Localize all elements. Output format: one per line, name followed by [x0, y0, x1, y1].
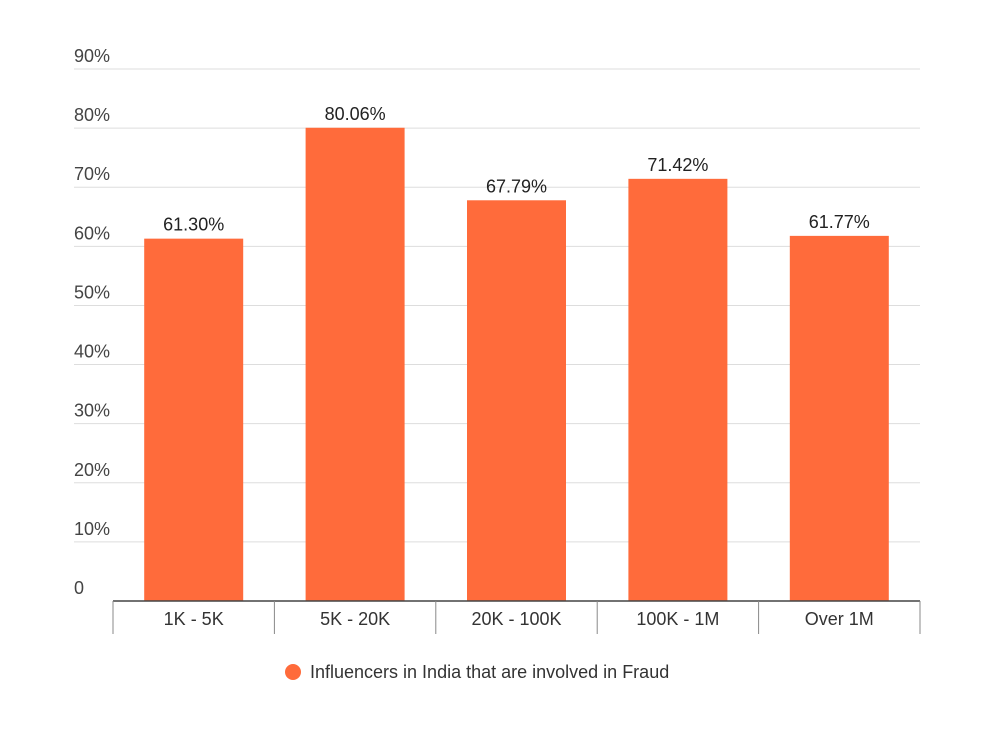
data-label: 80.06% [325, 104, 386, 124]
y-tick-label: 40% [74, 342, 110, 362]
data-label: 71.42% [647, 155, 708, 175]
x-tick-label: 20K - 100K [471, 609, 561, 629]
y-tick-label: 0 [74, 578, 84, 598]
x-tick-label: 1K - 5K [164, 609, 224, 629]
data-label: 67.79% [486, 176, 547, 196]
bar [789, 235, 889, 601]
legend: Influencers in India that are involved i… [285, 662, 669, 682]
y-tick-label: 10% [74, 519, 110, 539]
bar [467, 200, 566, 602]
x-tick-label: 5K - 20K [320, 609, 390, 629]
data-label: 61.30% [163, 215, 224, 235]
legend-label: Influencers in India that are involved i… [310, 662, 669, 682]
legend-swatch [285, 664, 301, 680]
bar [144, 238, 244, 601]
bars [144, 127, 889, 602]
bar [305, 127, 405, 602]
x-tick-label: Over 1M [805, 609, 874, 629]
x-tick-label: 100K - 1M [636, 609, 719, 629]
y-tick-label: 20% [74, 460, 110, 480]
x-axis: 1K - 5K 5K - 20K 20K - 100K 100K - 1M Over 1… [112, 600, 921, 634]
y-tick-label: 90% [74, 46, 110, 66]
y-axis-ticks: 0 10% 20% 30% 40% 50% 60% 70% 80% 90% [74, 46, 110, 598]
data-label: 61.77% [809, 212, 870, 232]
y-tick-label: 30% [74, 401, 110, 421]
y-tick-label: 60% [74, 223, 110, 243]
y-tick-label: 80% [74, 105, 110, 125]
data-labels: 61.30% 80.06% 67.79% 71.42% 61.77% [163, 104, 870, 235]
y-tick-label: 70% [74, 164, 110, 184]
y-tick-label: 50% [74, 282, 110, 302]
bar [628, 178, 728, 602]
legend-item: Influencers in India that are involved i… [285, 662, 669, 682]
